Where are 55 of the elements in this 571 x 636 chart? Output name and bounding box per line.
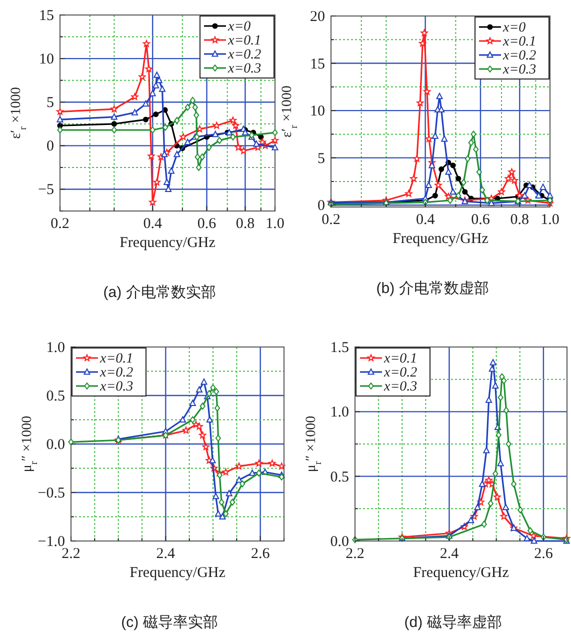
legend-label: x=0.1 [227,34,262,48]
x-axis-title: Frequency/GHz [130,565,226,581]
legend-label: x=0.3 [227,62,262,76]
x-tick-label: 1.0 [540,212,560,228]
x-tick-label: 0.4 [143,216,162,232]
x-tick-label: 0.2 [322,212,340,228]
y-tick-label: 20 [310,9,325,25]
legend-label: x=0 [227,20,251,34]
y-tick-label: −0.5 [38,486,65,502]
y-tick-label: 0 [318,198,325,214]
y-tick-label: 0.5 [330,469,349,486]
text: (b) 介电常数虚部 [376,280,489,297]
y-tick-label: 15 [310,56,325,72]
legend-label: x=0.1 [502,34,536,50]
y-tick-label: 10 [39,52,54,68]
text: (c) 磁导率实部 [121,614,218,631]
legend-label: x=0.2 [99,366,134,380]
legend-label: x=0.1 [99,352,134,366]
x-tick-label: 2.2 [62,546,80,562]
text: (d) 磁导率虚部 [404,614,502,631]
legend-label: x=0.2 [383,366,418,380]
y-tick-label: 10 [310,104,325,120]
legend-label: x=0.3 [502,62,536,78]
x-tick-label: 0.4 [416,212,436,228]
legend-label: x=0.3 [99,380,134,394]
x-tick-label: 0.8 [510,212,530,228]
x-tick-label: 2.4 [440,546,460,562]
text: (a) 介电常数实部 [103,284,216,301]
y-tick-label: 1.0 [46,340,65,356]
legend-label: x=0.2 [227,48,262,62]
x-axis-title: Frequency/GHz [392,231,489,247]
y-tick-label: −5 [38,182,54,198]
y-tick-label: 1.0 [330,404,349,421]
legend-label: x=0.3 [383,380,418,394]
x-tick-label: 0.2 [50,216,70,232]
x-tick-label: 0.6 [471,212,490,228]
x-tick-label: 0.8 [236,216,255,232]
y-tick-label: 15 [39,8,54,24]
x-tick-label: 2.2 [346,546,364,562]
y-tick-label: 0.5 [46,388,65,404]
y-tick-label: 5 [46,95,54,112]
legend-label: x=0.1 [383,352,418,366]
x-tick-label: 2.6 [534,546,554,562]
x-tick-label: 1.0 [266,216,284,232]
y-tick-label: 0 [46,138,54,155]
x-tick-label: 0.6 [197,216,217,232]
x-tick-label: 2.4 [156,546,176,562]
y-tick-label: 5 [318,150,325,167]
x-axis-title: Frequency/GHz [120,235,216,251]
y-tick-label: 0.0 [46,437,65,453]
y-tick-label: 1.5 [330,340,349,356]
x-tick-label: 2.6 [250,546,270,562]
x-axis-title: Frequency/GHz [413,565,510,581]
legend-label: x=0.2 [502,48,536,64]
legend-label: x=0 [502,20,526,36]
